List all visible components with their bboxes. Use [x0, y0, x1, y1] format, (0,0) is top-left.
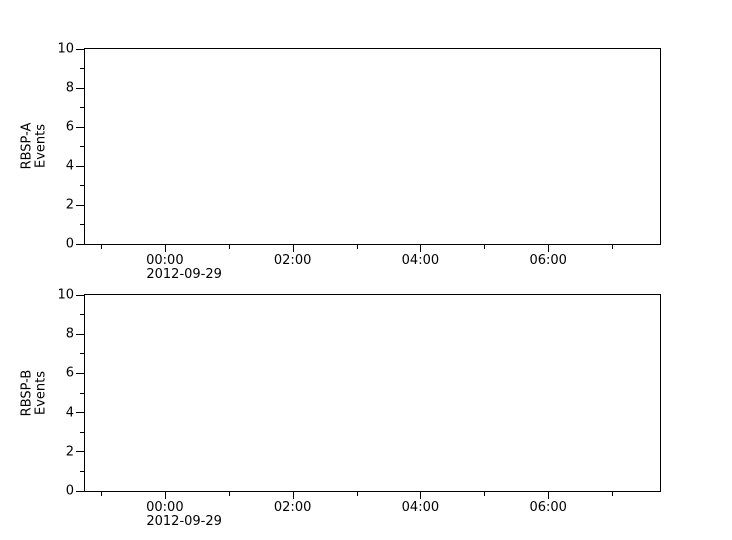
y-major-tick — [76, 243, 84, 245]
y-major-tick — [76, 412, 84, 414]
x-axis-date-label: 2012-09-29 — [146, 514, 222, 529]
x-major-tick — [548, 245, 550, 252]
x-major-tick — [292, 245, 294, 252]
y-major-tick — [76, 126, 84, 128]
x-major-tick — [164, 492, 166, 499]
y-tick-label: 10 — [57, 41, 74, 57]
x-minor-tick — [612, 492, 614, 496]
x-tick-label: 06:00 — [529, 253, 567, 268]
y-tick-label: 6 — [65, 365, 74, 381]
x-major-tick — [164, 245, 166, 252]
x-major-tick — [548, 492, 550, 499]
y-tick-label: 4 — [65, 158, 74, 174]
x-tick-label: 00:00 — [146, 253, 184, 268]
y-tick-label: 4 — [65, 405, 74, 421]
y-major-tick — [76, 490, 84, 492]
y-major-tick — [76, 451, 84, 453]
y-major-tick — [76, 294, 84, 296]
y-tick-label: 10 — [57, 287, 74, 303]
plot-area-rbsp-b: 0 2 4 6 8 10 00:00 2012-09-29 02:00 04:00 06:00 — [57, 289, 661, 528]
x-tick-label: 04:00 — [401, 500, 440, 515]
y-tick-label: 2 — [65, 444, 74, 460]
x-minor-tick — [100, 245, 102, 249]
y-minor-tick — [80, 224, 84, 225]
x-tick-label: 00:00 — [146, 500, 184, 515]
x-tick-label: 06:00 — [529, 500, 567, 515]
y-minor-tick — [80, 107, 84, 108]
y-minor-tick — [80, 314, 84, 316]
y-minor-tick — [80, 185, 84, 186]
y-minor-tick — [80, 68, 84, 69]
x-tick-label: 02:00 — [273, 253, 312, 268]
y-major-tick — [76, 165, 84, 167]
x-minor-tick — [100, 492, 102, 496]
x-minor-tick — [356, 245, 358, 249]
x-minor-tick — [484, 245, 486, 249]
y-tick-label: 2 — [65, 197, 74, 213]
x-major-tick — [292, 492, 294, 499]
x-minor-tick — [356, 492, 358, 496]
x-tick-label: 02:00 — [273, 500, 312, 515]
y-axis-label-rbsp-a: RBSP-A Events — [19, 122, 49, 170]
y-minor-tick — [80, 431, 84, 433]
y-tick-label: 8 — [65, 326, 74, 342]
y-minor-tick — [80, 146, 84, 147]
y-axis-label-rbsp-b: RBSP-B Events — [19, 369, 49, 417]
x-minor-tick — [228, 492, 230, 496]
x-minor-tick — [612, 245, 614, 249]
x-tick-label: 04:00 — [401, 253, 440, 268]
y-minor-tick — [80, 392, 84, 394]
y-major-tick — [76, 372, 84, 374]
y-minor-tick — [80, 353, 84, 355]
y-major-tick — [76, 333, 84, 335]
plot-area-rbsp-a: 0 2 4 6 8 10 00:00 2012-09-29 02:00 04:00 06:00 — [57, 43, 661, 281]
x-minor-tick — [228, 245, 230, 249]
y-tick-label: 0 — [65, 483, 74, 499]
y-tick-label: 6 — [65, 119, 74, 135]
x-axis-date-label: 2012-09-29 — [146, 267, 222, 282]
y-major-tick — [76, 87, 84, 89]
y-tick-label: 0 — [65, 236, 74, 252]
y-tick-label: 8 — [65, 80, 74, 96]
x-major-tick — [420, 492, 422, 499]
x-minor-tick — [484, 492, 486, 496]
y-major-tick — [76, 204, 84, 206]
y-minor-tick — [80, 470, 84, 472]
x-major-tick — [420, 245, 422, 252]
y-major-tick — [76, 48, 84, 50]
